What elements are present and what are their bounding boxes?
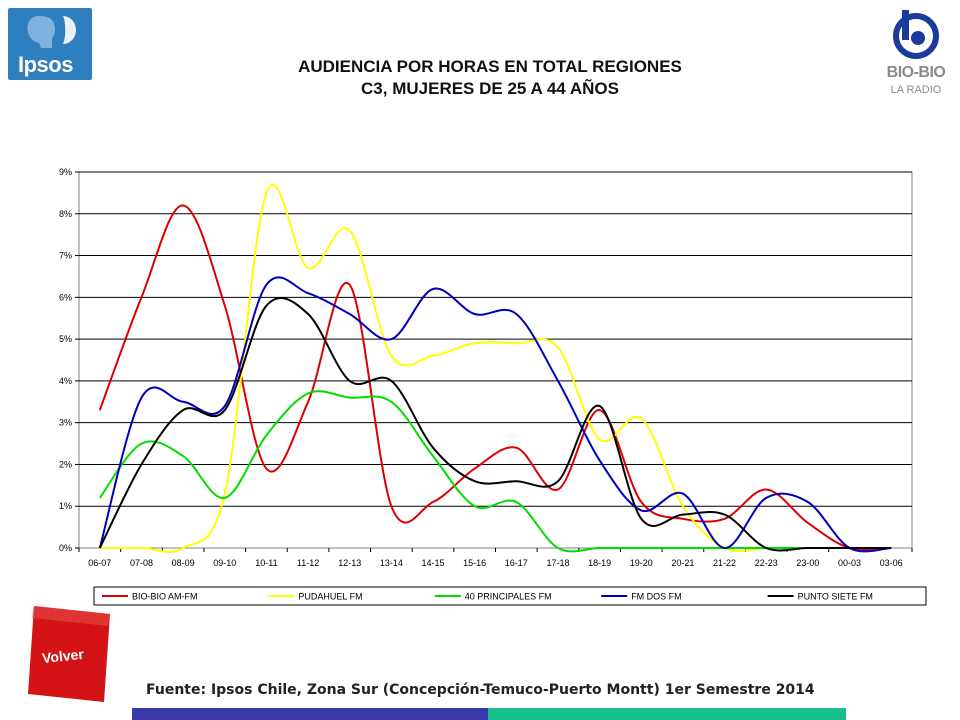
- x-tick-label: 03-06: [880, 558, 903, 568]
- page-title: AUDIENCIA POR HORAS EN TOTAL REGIONES C3…: [200, 56, 780, 100]
- footer-bar-blue: [132, 708, 488, 720]
- legend-label: 40 PRINCIPALES FM: [465, 592, 552, 602]
- y-tick-label: 9%: [59, 167, 72, 177]
- x-axis-tick-labels: 06-07 07-08 08-09 09-10 10-11 11-12 12-13 13-14…: [88, 558, 902, 568]
- x-tick-label: 22-23: [755, 558, 778, 568]
- series-line-3: [99, 390, 892, 553]
- legend-box: [93, 586, 927, 606]
- x-tick-label: 10-11: [255, 558, 277, 568]
- x-tick-label: 07-08: [130, 558, 153, 568]
- x-tick-label: 23-00: [796, 558, 819, 568]
- x-tick-label: 14-15: [422, 558, 445, 568]
- footer-bar-green: [488, 708, 846, 720]
- y-tick-label: 1%: [59, 501, 72, 511]
- ipsos-face-icon: [27, 16, 76, 48]
- x-tick-label: 13-14: [380, 558, 403, 568]
- y-axis-tick-labels: 0% 1% 2% 3% 4% 5% 6% 7% 8% 9%: [59, 167, 72, 553]
- x-tick-label: 00-03: [838, 558, 861, 568]
- plot-area: [78, 171, 913, 549]
- x-tick-label: 20-21: [671, 558, 694, 568]
- chart-grid: [75, 171, 913, 552]
- x-tick-label: 15-16: [463, 558, 486, 568]
- legend-label: PUDAHUEL FM: [298, 592, 362, 602]
- legend-label: PUNTO SIETE FM: [798, 592, 873, 602]
- source-note: Fuente: Ipsos Chile, Zona Sur (Concepció…: [146, 682, 815, 698]
- y-tick-label: 8%: [59, 209, 72, 219]
- x-tick-label: 17-18: [546, 558, 569, 568]
- ipsos-logo-text: Ipsos: [18, 52, 73, 77]
- legend-label: FM DOS FM: [631, 592, 682, 602]
- title-line-2: C3, MUJERES DE 25 A 44 AÑOS: [361, 79, 619, 98]
- x-tick-label: 08-09: [172, 558, 195, 568]
- series-line-5: [98, 297, 892, 552]
- y-tick-label: 6%: [59, 292, 72, 302]
- chart-series: [98, 183, 892, 553]
- series-line-2: [99, 183, 892, 553]
- bio-bio-logo-subtext: LA RADIO: [890, 84, 942, 96]
- x-tick-label: 19-20: [630, 558, 653, 568]
- x-tick-label: 09-10: [213, 558, 236, 568]
- y-tick-label: 5%: [59, 334, 72, 344]
- volver-button[interactable]: [26, 604, 112, 704]
- bio-bio-logo: BIO-BIO LA RADIO: [880, 8, 952, 102]
- x-tick-label: 21-22: [713, 558, 736, 568]
- title-line-1: AUDIENCIA POR HORAS EN TOTAL REGIONES: [298, 57, 682, 76]
- bio-bio-logo-text: BIO-BIO: [886, 64, 946, 81]
- y-tick-label: 3%: [59, 418, 72, 428]
- x-tick-label: 06-07: [88, 558, 111, 568]
- chart-legend: BIO-BIO AM-FM PUDAHUEL FM 40 PRINCIPALES F…: [93, 586, 927, 606]
- x-tick-label: 11-12: [297, 558, 319, 568]
- y-tick-label: 4%: [59, 376, 72, 386]
- y-tick-label: 7%: [59, 251, 72, 261]
- audience-line-chart: 0% 1% 2% 3% 4% 5% 6% 7% 8% 9% 06-07 07-08 08-09 09-1…: [59, 167, 927, 606]
- x-tick-label: 12-13: [338, 558, 361, 568]
- y-tick-label: 0%: [59, 543, 72, 553]
- x-tick-label: 16-17: [505, 558, 528, 568]
- y-tick-label: 2%: [59, 459, 72, 469]
- bio-bio-emblem-icon: [893, 10, 939, 59]
- ipsos-logo: Ipsos: [8, 8, 92, 80]
- legend-label: BIO-BIO AM-FM: [132, 592, 198, 602]
- series-line-4: [98, 276, 892, 553]
- x-tick-label: 18-19: [588, 558, 611, 568]
